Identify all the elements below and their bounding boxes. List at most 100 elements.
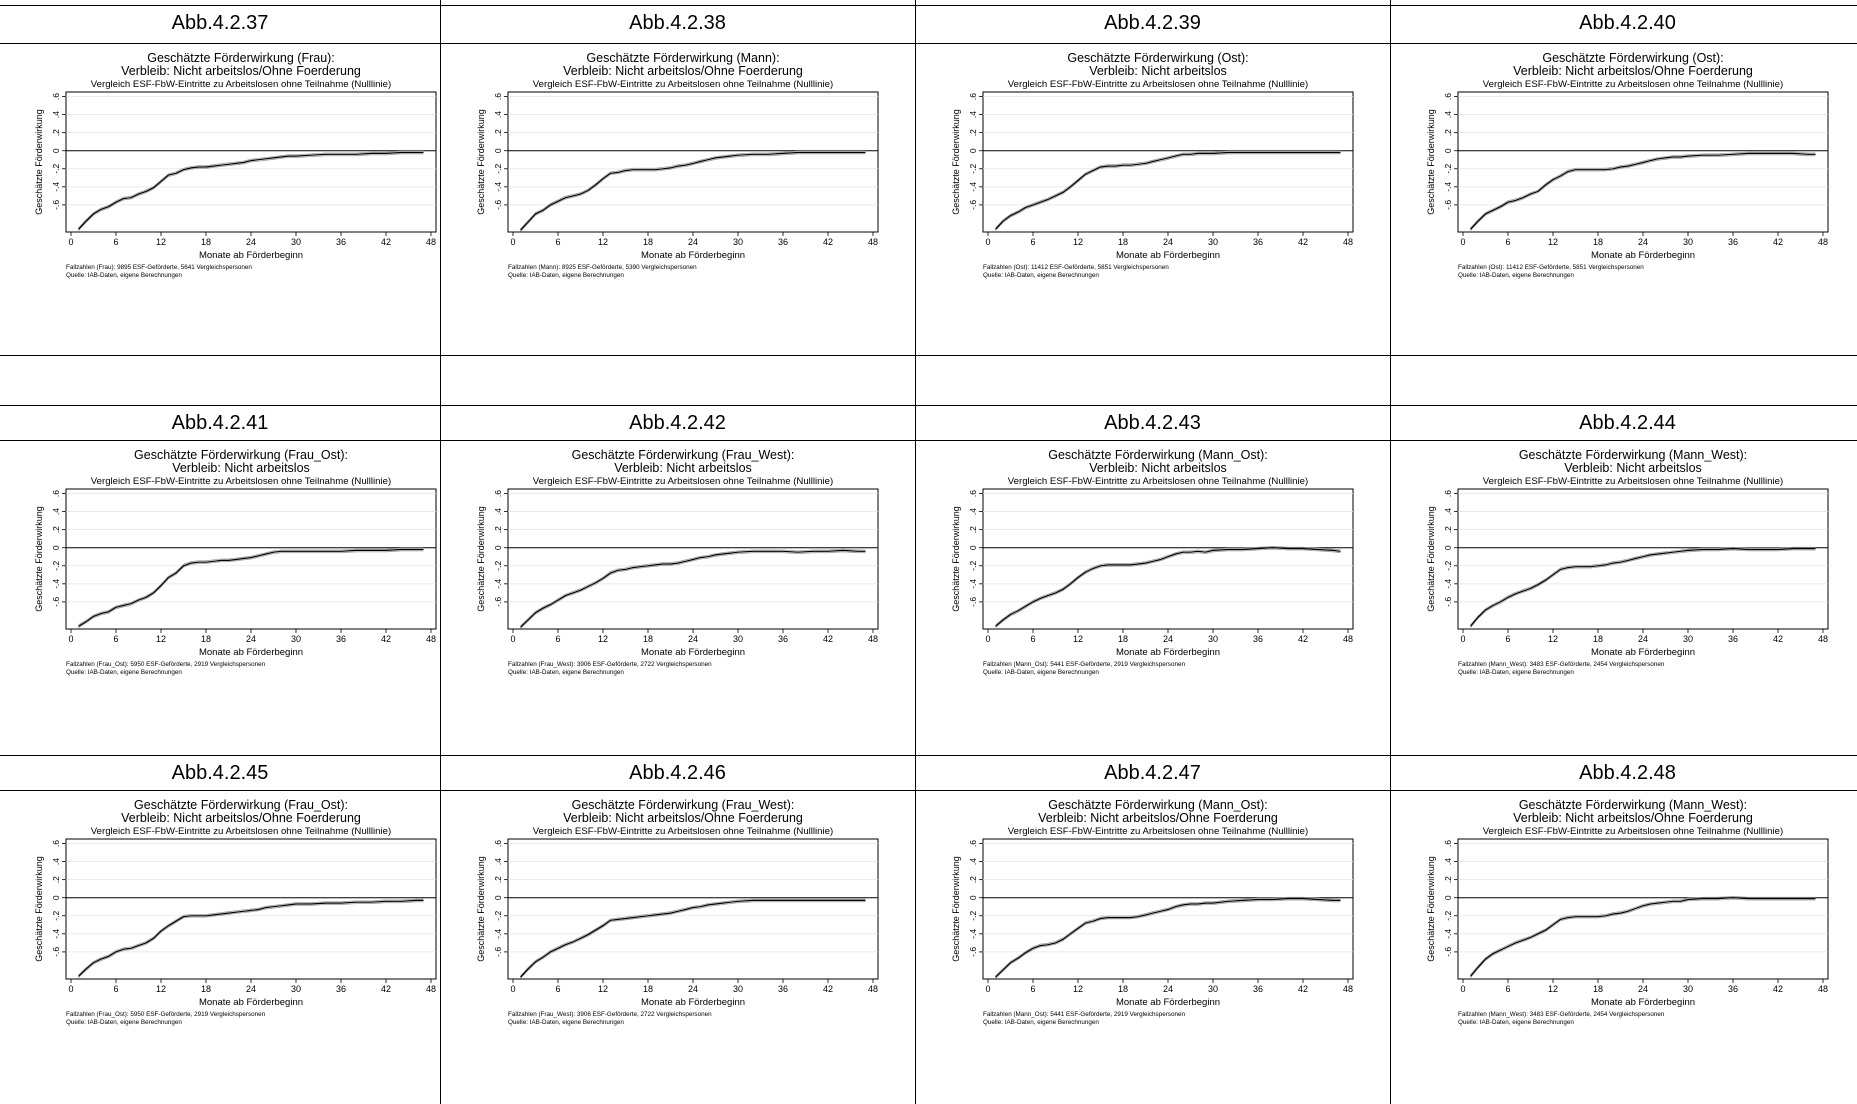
figure-label: Abb.4.2.39 [1104,12,1201,34]
table-rule [0,5,1857,6]
y-tick-label: .2 [51,526,61,533]
y-tick-label: -.2 [493,164,503,174]
x-tick-label: 48 [1818,634,1828,644]
chart-subtitle: Vergleich ESF-FbW-Eintritte zu Arbeitslo… [1483,826,1783,837]
upper-bound-line [995,150,1341,229]
estimate-line [78,899,424,977]
x-tick-label: 6 [1030,634,1035,644]
x-tick-label: 24 [1638,634,1648,644]
x-tick-label: 42 [1773,634,1783,644]
x-tick-label: 42 [823,634,833,644]
figure-label: Abb.4.2.41 [171,412,269,434]
x-tick-label: 30 [291,984,301,994]
y-tick-label: 0 [51,148,61,153]
x-axis-label: Monate ab Förderbeginn [1591,647,1695,658]
y-tick-label: .6 [1443,840,1453,847]
chart-title-line2: Verbleib: Nicht arbeitslos [614,461,752,475]
x-tick-label: 18 [201,984,211,994]
figure-label: Abb.4.2.42 [629,412,726,434]
x-tick-label: 30 [291,237,301,247]
source-note: Quelle: IAB-Daten, eigene Berechnungen [983,669,1099,676]
case-count-note: Fallzahlen (Frau_West): 3906 ESF-Geförde… [508,1011,712,1018]
case-count-note: Fallzahlen (Mann_Ost): 5441 ESF-Geförder… [983,661,1185,668]
y-tick-label: -.2 [51,561,61,571]
chart-title: Geschätzte Förderwirkung (Mann_Ost): [1048,448,1268,462]
chart-subtitle: Vergleich ESF-FbW-Eintritte zu Arbeitslo… [1008,826,1308,837]
y-tick-label: -.6 [493,200,503,210]
figure-label: Abb.4.2.48 [1579,762,1676,784]
x-tick-label: 42 [1298,237,1308,247]
estimate-line [995,151,1341,230]
estimate-line [995,897,1341,978]
chart-title-line2: Verbleib: Nicht arbeitslos/Ohne Foerderu… [1038,811,1278,825]
x-axis-label: Monate ab Förderbeginn [1116,250,1220,261]
table-rule [0,440,1857,441]
table-rule [0,755,1857,756]
y-axis-label: Geschätzte Förderwirkung [1426,506,1436,612]
x-tick-label: 0 [985,984,990,994]
y-tick-label: -.2 [1443,911,1453,921]
figure-label: Abb.4.2.46 [629,762,726,784]
y-tick-label: .2 [493,526,503,533]
x-tick-label: 12 [156,237,166,247]
figure-label: Abb.4.2.43 [1104,412,1201,434]
chart-title: Geschätzte Förderwirkung (Frau_Ost): [134,798,348,812]
x-tick-label: 12 [598,237,608,247]
table-rule [0,355,1857,356]
y-tick-label: .6 [51,93,61,100]
y-tick-label: -.4 [1443,182,1453,192]
chart-subtitle: Vergleich ESF-FbW-Eintritte zu Arbeitslo… [1008,79,1308,90]
chart-title-line2: Verbleib: Nicht arbeitslos/Ohne Foerderu… [1513,64,1753,78]
y-tick-label: -.4 [968,182,978,192]
y-tick-label: .6 [1443,490,1453,497]
y-axis-label: Geschätzte Förderwirkung [34,109,44,215]
y-tick-label: -.6 [1443,200,1453,210]
y-tick-label: .2 [968,876,978,883]
table-column-rule [915,0,916,1104]
y-axis-label: Geschätzte Förderwirkung [1426,109,1436,215]
table-column-rule [1390,0,1391,1104]
upper-bound-line [520,150,866,230]
x-tick-label: 6 [555,237,560,247]
plot-frame [982,91,1354,233]
y-tick-label: -.4 [51,579,61,589]
x-axis-label: Monate ab Förderbeginn [1116,647,1220,658]
y-tick-label: -.4 [968,579,978,589]
figure-label: Abb.4.2.45 [171,762,269,784]
y-tick-label: .6 [493,490,503,497]
y-tick-label: -.4 [51,182,61,192]
y-tick-label: -.4 [968,929,978,939]
y-tick-label: -.4 [1443,929,1453,939]
x-tick-label: 24 [688,634,698,644]
y-tick-label: .6 [968,840,978,847]
source-note: Quelle: IAB-Daten, eigene Berechnungen [983,1019,1099,1026]
case-count-note: Fallzahlen (Mann_West): 3483 ESF-Geförde… [1458,661,1665,668]
y-tick-label: -.6 [493,947,503,957]
y-axis-label: Geschätzte Förderwirkung [951,856,961,962]
y-tick-label: -.2 [1443,164,1453,174]
y-tick-label: -.2 [968,164,978,174]
y-tick-label: 0 [1443,895,1453,900]
source-note: Quelle: IAB-Daten, eigene Berechnungen [983,272,1099,279]
x-tick-label: 36 [1728,237,1738,247]
x-tick-label: 12 [598,984,608,994]
y-tick-label: 0 [968,545,978,550]
x-tick-label: 6 [113,634,118,644]
source-note: Quelle: IAB-Daten, eigene Berechnungen [66,669,182,676]
x-tick-label: 48 [1343,634,1353,644]
lower-bound-line [1470,898,1816,978]
effect-chart: Geschätzte Förderwirkung (Mann_Ost):Verb… [951,448,1354,676]
estimate-line [78,151,424,230]
y-tick-label: -.6 [51,947,61,957]
y-tick-label: .4 [1443,111,1453,118]
estimate-line [1470,547,1816,627]
y-tick-label: .6 [968,490,978,497]
x-tick-label: 6 [113,237,118,247]
chart-subtitle: Vergleich ESF-FbW-Eintritte zu Arbeitslo… [533,826,833,837]
case-count-note: Fallzahlen (Frau): 9895 ESF-Geförderte, … [66,264,252,271]
estimate-line [520,899,866,978]
chart-title-line2: Verbleib: Nicht arbeitslos/Ohne Foerderu… [121,811,361,825]
x-tick-label: 24 [688,237,698,247]
x-tick-label: 0 [1460,634,1465,644]
case-count-note: Fallzahlen (Frau_Ost): 5950 ESF-Geförder… [66,1011,266,1018]
